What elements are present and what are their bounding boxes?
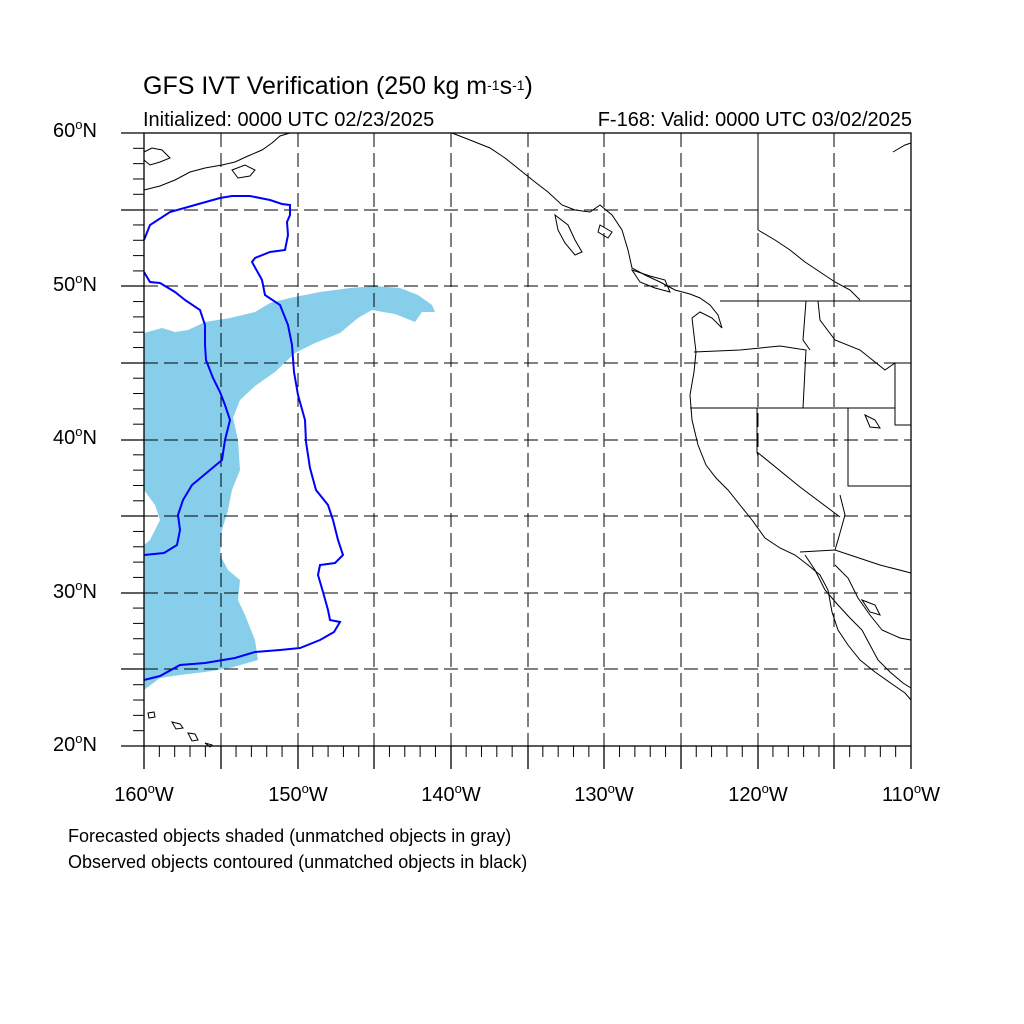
legend-note-observed: Observed objects contoured (unmatched ob…	[68, 852, 528, 872]
lat-label-30n: 30oN	[53, 578, 97, 603]
lon-label-110w: 110oW	[881, 781, 940, 806]
lat-label-50n: 50oN	[53, 271, 97, 296]
lat-label-20n: 20oN	[53, 731, 97, 756]
observed-ivt-contour	[143, 195, 345, 681]
observed-ivt-contour-inner	[143, 271, 232, 556]
legend-note-forecast: Forecasted objects shaded (unmatched obj…	[68, 826, 512, 846]
minor-ticks	[133, 147, 897, 757]
valid-time-label: F-168: Valid: 0000 UTC 03/02/2025	[597, 109, 912, 131]
gridlines	[144, 133, 911, 746]
lon-label-140w: 140oW	[421, 781, 481, 806]
map-title: GFS IVT Verification (250 kg m-1s-1)	[143, 72, 533, 100]
forecast-ivt-object	[144, 286, 435, 690]
lat-label-60n: 60oN	[53, 117, 97, 142]
lon-label-130w: 130oW	[574, 781, 634, 806]
init-time-label: Initialized: 0000 UTC 02/23/2025	[143, 109, 435, 131]
political-borders	[690, 133, 912, 574]
lon-label-160w: 160oW	[114, 781, 174, 806]
coastlines	[143, 132, 912, 748]
lat-label-40n: 40oN	[53, 424, 97, 449]
forecast-ivt-notch	[144, 490, 160, 545]
major-ticks	[121, 132, 912, 769]
lon-label-150w: 150oW	[268, 781, 328, 806]
lon-label-120w: 120oW	[728, 781, 788, 806]
